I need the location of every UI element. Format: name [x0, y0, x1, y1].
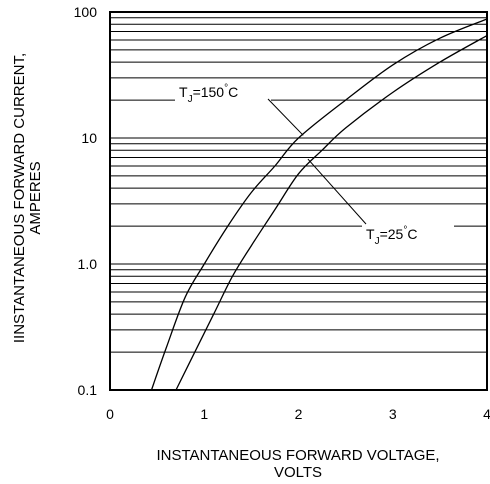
- y-tick-label: 0.1: [78, 382, 98, 398]
- x-tick-label: 4: [483, 406, 490, 422]
- label-background: [175, 80, 271, 104]
- x-tick-label: 3: [389, 406, 397, 422]
- series-label-text: TJ=150°C: [179, 83, 238, 105]
- x-tick-label: 1: [200, 406, 208, 422]
- series-line-tj-25c: [175, 35, 488, 391]
- y-tick-label: 10: [81, 130, 97, 146]
- series-label-text: TJ=25°C: [366, 225, 417, 247]
- label-background: [362, 222, 454, 246]
- series-line-tj-150c: [150, 18, 488, 391]
- x-tick-label: 0: [106, 406, 114, 422]
- curves: [150, 18, 488, 391]
- grid: [110, 11, 487, 391]
- y-axis-label-line-1: IINSTANTANEOUS FORWARD CURRENT,: [11, 53, 28, 343]
- y-axis-label-line-2: AMPERES: [27, 161, 44, 234]
- plot-frame: [109, 11, 488, 391]
- x-axis-label-line-2: VOLTS: [274, 464, 322, 481]
- annotations: TJ=150°C TJ=25°C: [175, 80, 454, 247]
- tick-labels: 0 1 2 3 4 0.1 1.0 10 100: [74, 4, 490, 422]
- series-label-tj-150c: TJ=150°C: [175, 80, 304, 136]
- x-tick-label: 2: [295, 406, 303, 422]
- y-tick-label: 100: [74, 4, 98, 20]
- series-label-tj-25c: TJ=25°C: [307, 158, 454, 247]
- x-axis-label-line-1: INSTANTANEOUS FORWARD VOLTAGE,: [156, 447, 439, 464]
- leader-line: [267, 98, 304, 136]
- y-tick-label: 1.0: [78, 256, 98, 272]
- leader-line: [307, 158, 367, 225]
